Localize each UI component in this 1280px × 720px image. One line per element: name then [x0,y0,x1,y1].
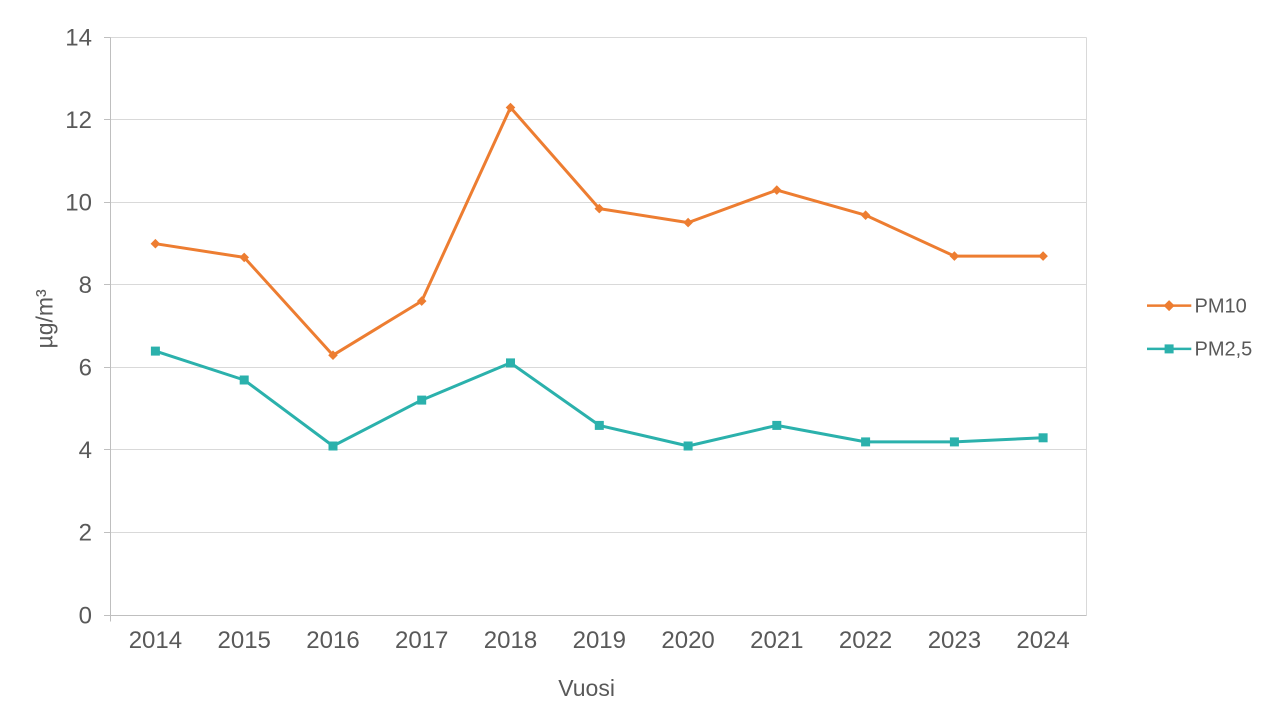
svg-text:2016: 2016 [306,627,359,654]
svg-text:2019: 2019 [573,627,626,654]
svg-text:4: 4 [79,437,92,464]
svg-text:2: 2 [79,520,92,547]
svg-text:PM2,5: PM2,5 [1195,339,1253,361]
svg-text:2020: 2020 [661,627,714,654]
svg-text:2023: 2023 [928,627,981,654]
svg-text:2014: 2014 [129,627,182,654]
svg-text:2017: 2017 [395,627,448,654]
svg-text:10: 10 [65,189,92,216]
svg-text:6: 6 [79,355,92,382]
svg-text:PM10: PM10 [1195,295,1247,317]
svg-text:2015: 2015 [218,627,271,654]
svg-text:2022: 2022 [839,627,892,654]
svg-text:8: 8 [79,272,92,299]
svg-text:0: 0 [79,602,92,629]
svg-text:2018: 2018 [484,627,537,654]
svg-text:2021: 2021 [750,627,803,654]
svg-text:2024: 2024 [1016,627,1069,654]
svg-text:12: 12 [65,107,92,134]
svg-text:Vuosi: Vuosi [558,675,615,701]
svg-text:µg/m³: µg/m³ [32,289,58,349]
svg-text:14: 14 [65,24,92,51]
